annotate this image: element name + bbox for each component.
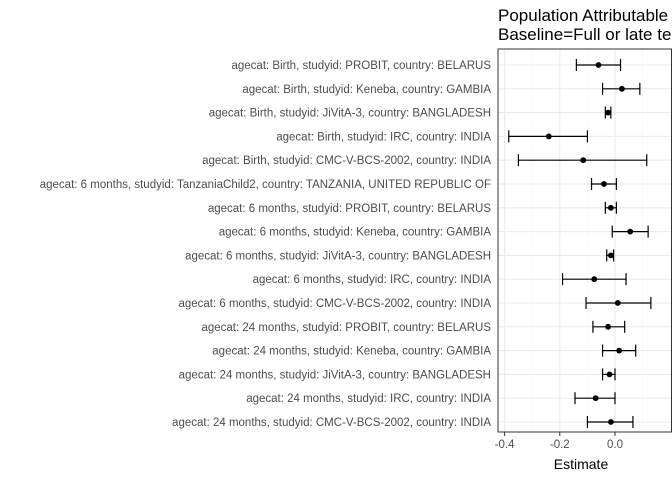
row-label: agecat: 24 months, studyid: JiVitA-3, co… xyxy=(179,369,491,381)
row-label: agecat: 6 months, studyid: IRC, country:… xyxy=(253,274,492,286)
x-axis-title: Estimate xyxy=(554,456,609,472)
row-label: agecat: Birth, studyid: CMC-V-BCS-2002, … xyxy=(202,155,491,167)
row-label: agecat: 6 months, studyid: CMC-V-BCS-200… xyxy=(178,298,491,310)
point-estimate xyxy=(606,371,613,378)
point-estimate xyxy=(591,276,598,283)
row-label: agecat: 24 months, studyid: CMC-V-BCS-20… xyxy=(172,417,491,429)
point-estimate xyxy=(545,133,552,140)
row-label: agecat: Birth, studyid: PROBIT, country:… xyxy=(232,60,492,72)
row-label: agecat: 6 months, studyid: TanzaniaChild… xyxy=(40,179,491,191)
row-label: agecat: 6 months, studyid: Keneba, count… xyxy=(219,227,492,239)
error-bars xyxy=(508,59,652,428)
row-label: agecat: Birth, studyid: IRC, country: IN… xyxy=(276,131,491,143)
chart-title: Population Attributable Baseline=Full or… xyxy=(498,6,671,44)
point-estimate xyxy=(616,347,623,354)
x-tick-label: -0.2 xyxy=(550,439,570,451)
point-estimates xyxy=(545,62,634,425)
chart-title-line-1: Population Attributable xyxy=(498,6,668,25)
point-estimate xyxy=(601,181,607,187)
row-label: agecat: 6 months, studyid: JiVitA-3, cou… xyxy=(185,250,491,262)
point-estimate xyxy=(580,157,587,164)
point-estimate xyxy=(607,419,614,425)
row-labels: agecat: Birth, studyid: PROBIT, country:… xyxy=(40,60,492,429)
point-estimate xyxy=(605,109,611,116)
point-estimate xyxy=(605,323,611,330)
point-estimate xyxy=(627,228,634,235)
chart-title-line-2: Baseline=Full or late te xyxy=(498,25,671,44)
x-tick-label: -0.4 xyxy=(495,439,515,451)
row-label: agecat: 6 months, studyid: PROBIT, count… xyxy=(208,203,491,215)
row-label: agecat: Birth, studyid: JiVitA-3, countr… xyxy=(209,108,491,120)
row-label: agecat: 24 months, studyid: IRC, country… xyxy=(246,393,491,405)
x-tick-label: 0.0 xyxy=(607,439,623,451)
point-estimate xyxy=(595,62,602,68)
point-estimate xyxy=(592,395,599,402)
point-estimate xyxy=(614,300,621,306)
row-label: agecat: Birth, studyid: Keneba, country:… xyxy=(242,84,491,96)
row-label: agecat: 24 months, studyid: Keneba, coun… xyxy=(212,346,491,358)
row-label: agecat: 24 months, studyid: PROBIT, coun… xyxy=(201,322,491,334)
x-axis: -0.4 -0.2 0.0 xyxy=(495,432,623,451)
point-estimate xyxy=(607,252,614,259)
point-estimate xyxy=(607,204,614,211)
point-estimate xyxy=(619,85,625,92)
